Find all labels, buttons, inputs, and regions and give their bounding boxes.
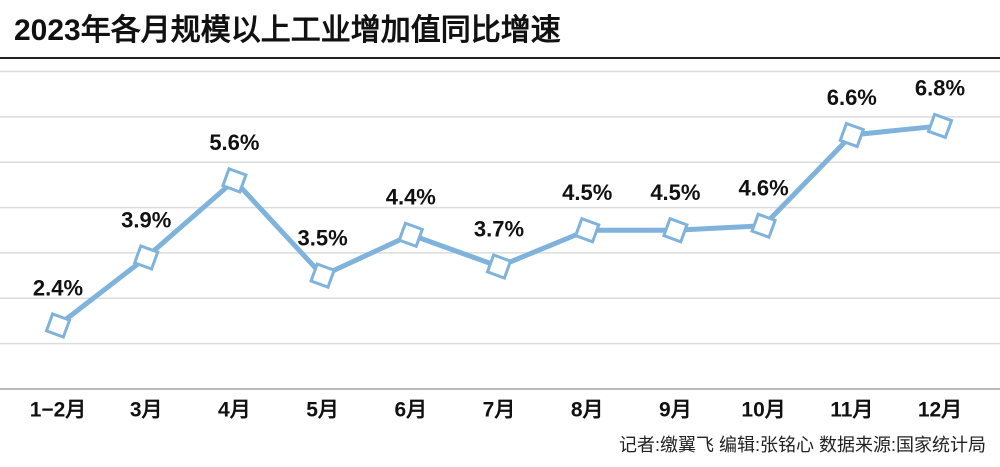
data-label: 5.6%: [209, 130, 259, 155]
x-tick-label: 11月: [830, 399, 873, 422]
x-tick-label: 4月: [218, 399, 251, 422]
data-label: 6.6%: [827, 85, 877, 110]
x-tick-label: 12月: [918, 399, 962, 422]
marker: [485, 253, 513, 280]
data-label: 4.6%: [739, 176, 789, 201]
data-label: 3.9%: [121, 207, 171, 232]
marker: [926, 112, 954, 140]
data-label: 2.4%: [33, 275, 83, 300]
chart-title: 2023年各月规模以上工业增加值同比增速: [14, 13, 561, 47]
x-tick-label: 9月: [659, 399, 692, 422]
marker: [132, 244, 160, 271]
marker: [397, 221, 425, 249]
x-tick-label: 6月: [394, 399, 427, 422]
x-tick-label: 3月: [130, 399, 163, 422]
data-label: 6.8%: [915, 76, 965, 101]
data-label: 3.7%: [474, 216, 524, 241]
marker: [309, 262, 337, 290]
x-tick-label: 1−2月: [30, 399, 87, 422]
data-label: 3.5%: [298, 225, 348, 250]
source-note: 记者:缴翼飞 编辑:张铭心 数据来源:国家统计局: [619, 435, 986, 455]
data-label: 4.4%: [386, 185, 436, 210]
marker: [44, 312, 72, 339]
data-label: 4.5%: [650, 180, 700, 205]
marker: [661, 216, 689, 244]
x-tick-label: 8月: [571, 399, 604, 422]
x-tick-label: 10月: [741, 399, 785, 422]
marker: [750, 212, 778, 240]
x-tick-label: 7月: [483, 399, 516, 422]
data-label: 4.5%: [562, 180, 612, 205]
marker: [573, 216, 601, 244]
x-tick-label: 5月: [306, 399, 339, 422]
marker: [838, 121, 866, 149]
marker: [220, 166, 248, 194]
